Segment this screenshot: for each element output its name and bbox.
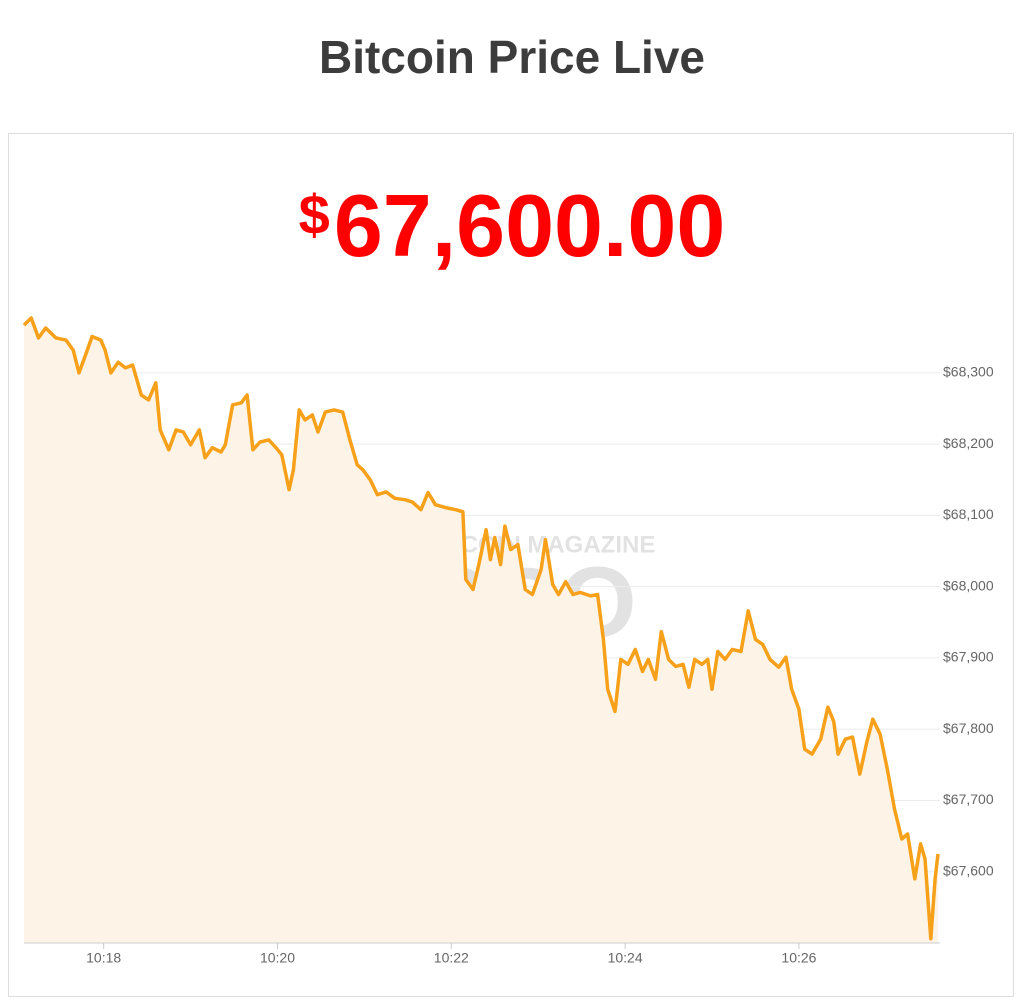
x-tick-label: 10:26: [781, 950, 816, 966]
y-tick-label: $67,700: [943, 791, 994, 807]
y-tick-label: $68,300: [943, 364, 994, 380]
y-tick-label: $67,900: [943, 649, 994, 665]
currency-symbol: $: [298, 183, 330, 246]
price-value: 67,600.00: [333, 176, 726, 275]
x-tick-label: 10:22: [434, 950, 469, 966]
price: $67,600.00: [0, 165, 1024, 276]
y-tick-label: $68,100: [943, 506, 994, 522]
y-tick-label: $68,200: [943, 435, 994, 451]
y-tick-label: $67,600: [943, 862, 994, 878]
x-tick-label: 10:20: [260, 950, 295, 966]
y-tick-label: $67,800: [943, 720, 994, 736]
page-title: Bitcoin Price Live: [318, 31, 705, 83]
y-tick-label: $68,000: [943, 577, 994, 593]
price-line: [22, 316, 940, 941]
x-tick-label: 10:18: [86, 950, 121, 966]
area-fill: [24, 318, 938, 943]
chart-card: [8, 133, 1014, 997]
x-tick-label: 10:24: [608, 950, 643, 966]
